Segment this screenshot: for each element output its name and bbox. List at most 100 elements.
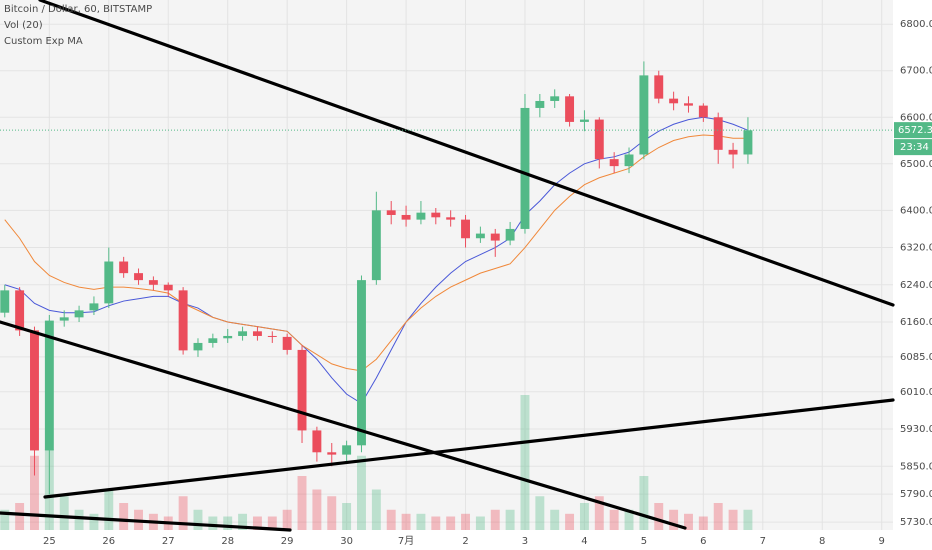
candle-body — [15, 290, 25, 331]
candle-body — [609, 159, 619, 167]
candle-body — [104, 261, 114, 304]
y-tick-label: 5930.00 — [900, 424, 932, 435]
volume-bar — [30, 455, 39, 530]
y-tick-label: 6600.00 — [900, 112, 932, 123]
volume-bar — [743, 509, 753, 530]
volume-bar — [565, 513, 575, 530]
volume-bar — [520, 395, 530, 530]
candle-body — [44, 320, 54, 451]
candle-body — [475, 233, 485, 239]
candle-body — [371, 210, 381, 281]
y-tick-label: 6400.00 — [900, 205, 932, 216]
x-tick-label: 2 — [462, 536, 468, 547]
volume-bar — [654, 503, 664, 530]
volume-bar — [728, 509, 738, 530]
candle-body — [238, 331, 248, 336]
candle-body — [431, 212, 441, 218]
trend-lines — [0, 0, 895, 532]
candle-body — [89, 303, 99, 311]
volume-bar — [327, 496, 337, 530]
candle-layer — [0, 61, 753, 495]
volume-bar — [252, 516, 262, 530]
volume-bar — [59, 496, 69, 530]
candle-body — [713, 117, 723, 150]
volume-bar — [238, 513, 248, 530]
candle-body — [386, 210, 396, 215]
y-tick-label: 6500.00 — [900, 159, 932, 170]
volume-bar — [312, 489, 322, 530]
candle-body — [520, 107, 530, 229]
candle-body — [743, 130, 753, 155]
candle-body — [550, 96, 560, 101]
volume-bar — [178, 496, 188, 530]
volume-bar — [461, 513, 470, 530]
x-tick-label: 25 — [43, 536, 56, 547]
volume-bar — [371, 489, 381, 530]
ma-line — [4, 134, 748, 372]
indicator-label: Custom Exp MA — [4, 36, 83, 47]
time-axis-panel — [0, 530, 893, 550]
plot-background — [0, 0, 893, 530]
y-tick-label: 6240.00 — [900, 280, 932, 291]
volume-bar — [669, 509, 679, 530]
y-tick-label: 5790.00 — [900, 489, 932, 500]
x-tick-label: 30 — [340, 536, 353, 547]
candle-body — [178, 290, 188, 351]
volume-bar — [0, 509, 10, 530]
volume-bar — [713, 503, 723, 530]
volume-bar — [624, 509, 634, 530]
ma-line — [4, 116, 749, 405]
volume-bar — [431, 516, 441, 530]
candle-body — [297, 349, 307, 431]
volume-bar — [208, 516, 218, 530]
volume-bar — [15, 503, 25, 530]
volume-bar — [267, 516, 277, 530]
candle-body — [357, 280, 366, 446]
candle-body — [416, 212, 426, 220]
candle-body — [342, 445, 352, 455]
countdown-box — [894, 139, 932, 156]
y-tick-label: 5730.00 — [900, 517, 932, 528]
volume-bar — [684, 513, 693, 530]
candle-body — [0, 290, 10, 313]
trend-line — [43, 398, 895, 499]
candle-body — [208, 338, 218, 343]
x-tick-label: 26 — [102, 536, 115, 547]
volume-bar — [104, 489, 114, 530]
x-tick-label: 7月 — [398, 535, 414, 547]
volume-bar — [416, 513, 426, 530]
candle-body — [134, 273, 143, 281]
candle-body — [461, 219, 470, 239]
candle-body — [163, 284, 173, 291]
candle-body — [728, 149, 738, 155]
price-axis-panel — [893, 0, 932, 550]
chart-title: Bitcoin / Dollar, 60, BITSTAMP — [4, 4, 152, 15]
y-tick-label: 6160.00 — [900, 317, 932, 328]
trend-line — [0, 320, 687, 530]
candle-body — [669, 98, 679, 104]
candle-body — [282, 336, 292, 350]
last-price-label: 6572.35 — [898, 125, 932, 136]
candle-body — [252, 331, 262, 336]
candle-body — [639, 75, 649, 155]
volume-bar — [609, 509, 619, 530]
candle-body — [654, 75, 664, 99]
volume-bar — [475, 516, 485, 530]
candle-body — [594, 119, 604, 160]
candle-body — [119, 261, 129, 274]
volume-bar — [594, 496, 604, 530]
candle-body — [624, 154, 634, 167]
candle-body — [267, 335, 277, 337]
indicator-label: Vol (20) — [4, 20, 43, 31]
x-tick-label: 28 — [221, 536, 234, 547]
candle-body — [505, 228, 515, 241]
candle-body — [312, 430, 322, 453]
volume-bar — [639, 476, 649, 530]
candle-body — [30, 330, 39, 451]
candle-body — [193, 342, 203, 351]
candle-body — [490, 233, 500, 241]
y-tick-label: 6085.00 — [900, 352, 932, 363]
candle-body — [59, 317, 69, 321]
y-tick-label: 5850.00 — [900, 461, 932, 472]
